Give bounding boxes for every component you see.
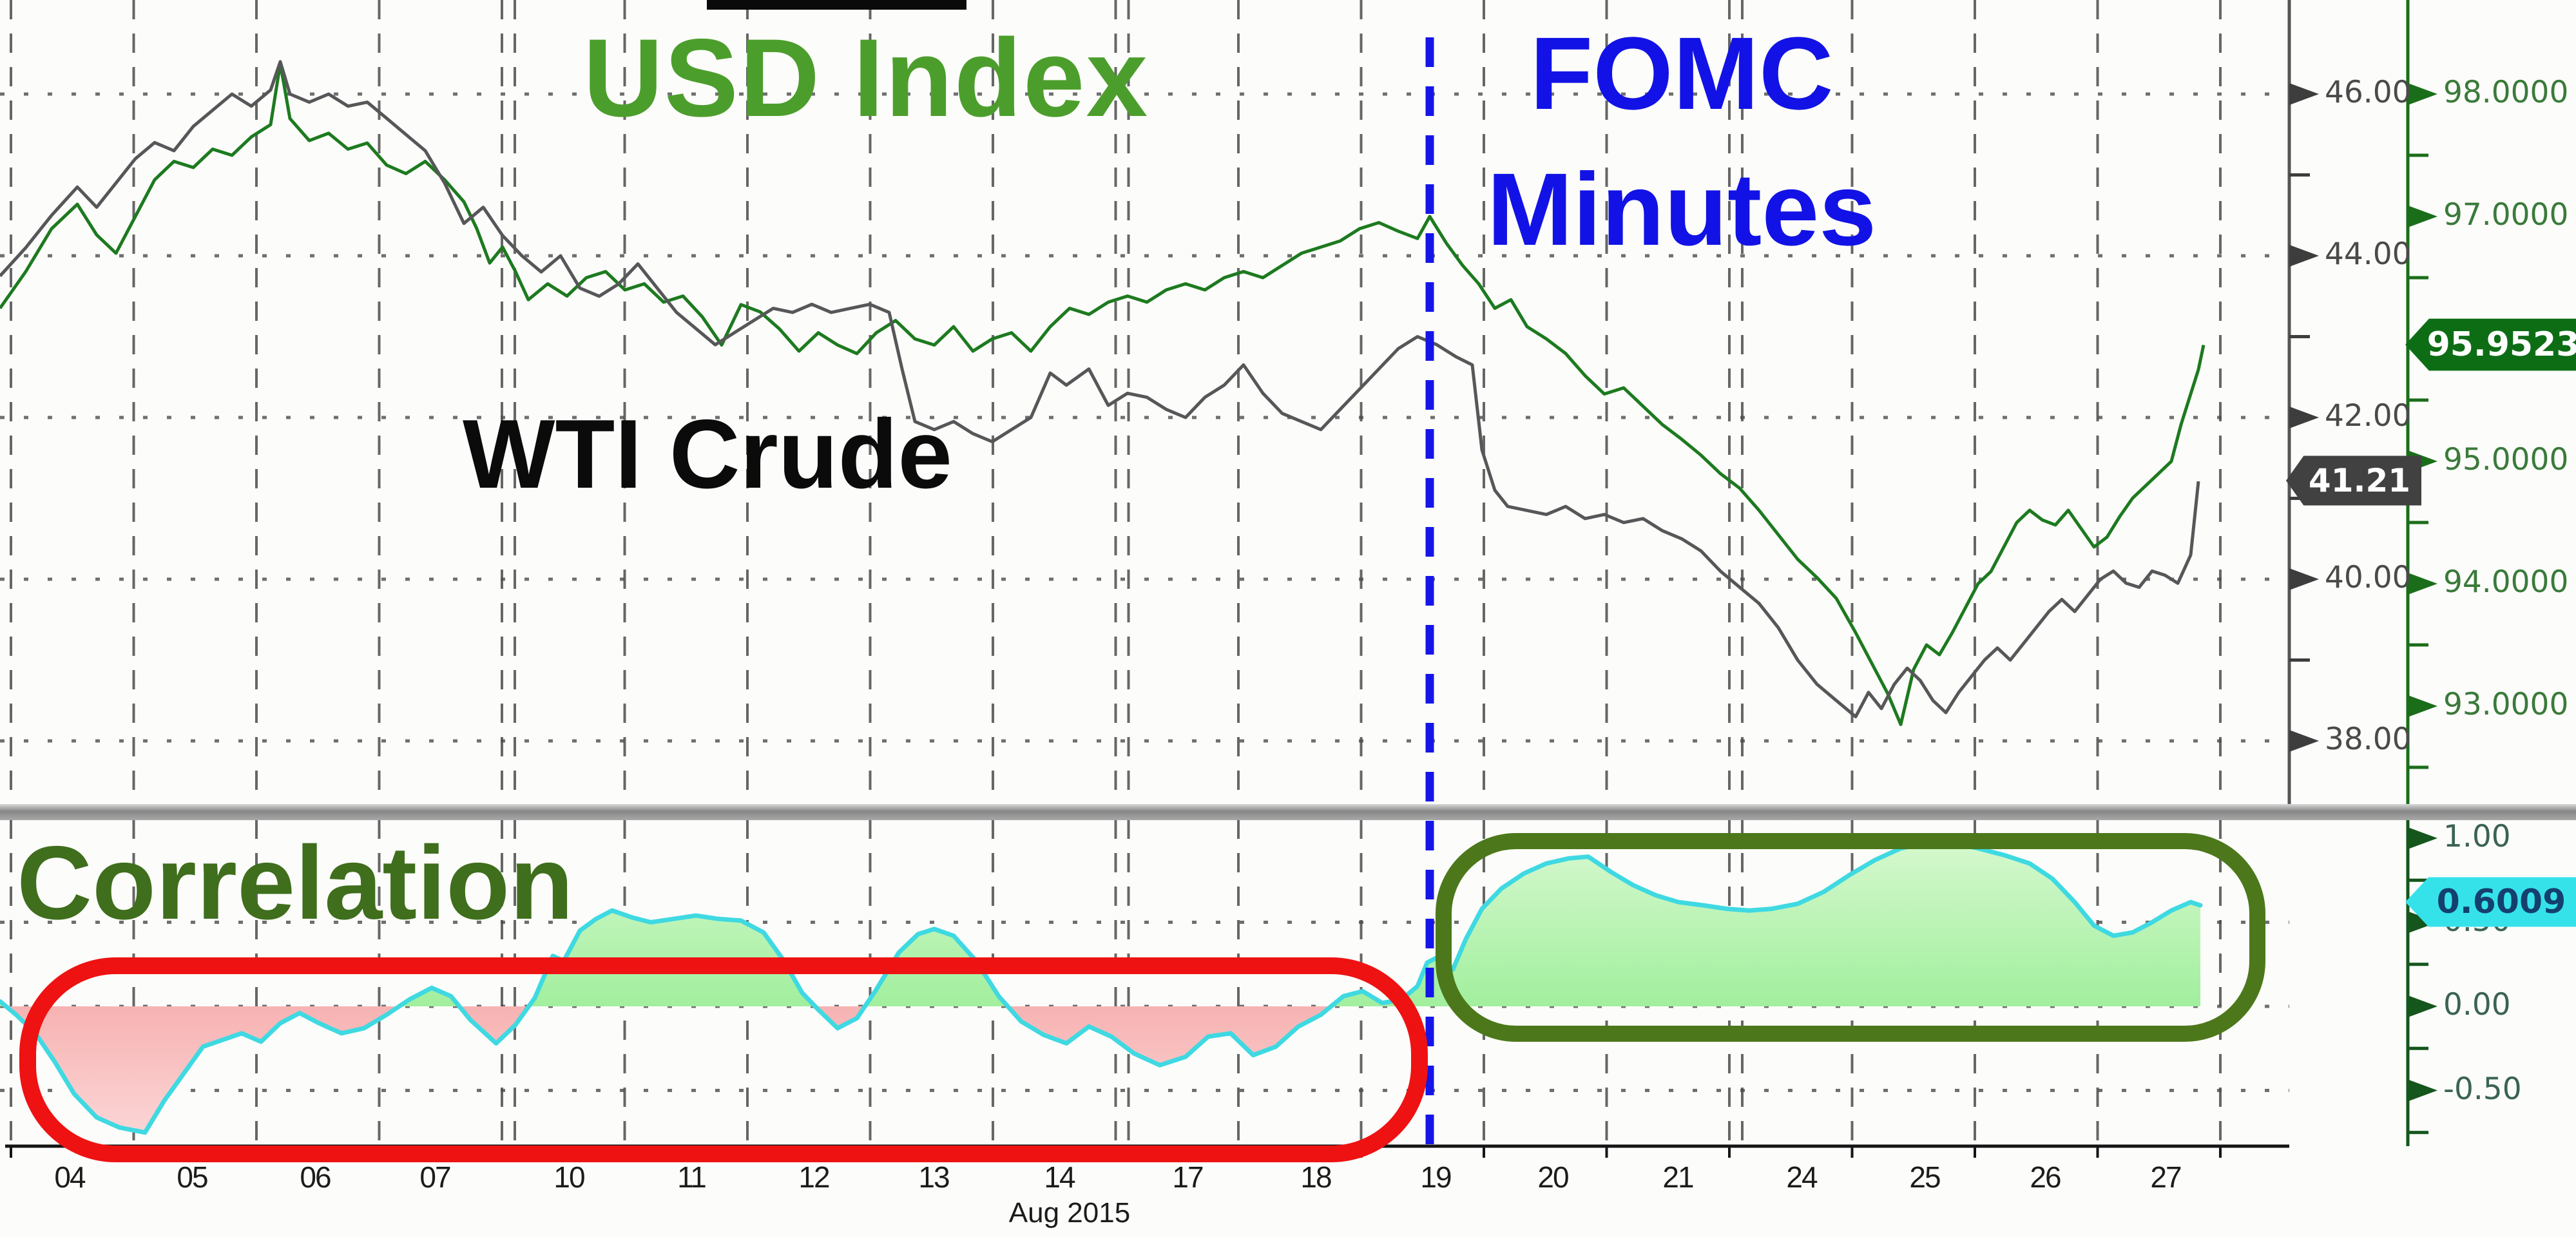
wti-axis-arrow [2289, 83, 2319, 105]
date-axis-label: 27 [2150, 1160, 2182, 1194]
usd-axis-arrow [2408, 206, 2437, 227]
wti-axis-label: 42.00 [2325, 398, 2412, 434]
wti-axis-label: 44.00 [2325, 236, 2412, 272]
date-axis-label: 20 [1537, 1160, 1569, 1194]
correlation-negative-fill [0, 1006, 2200, 1133]
correlation-line [0, 841, 2203, 1135]
date-axis-label: 26 [2030, 1160, 2061, 1194]
usd-axis-arrow [2408, 695, 2437, 717]
usd-axis-label: 98.0000 [2443, 75, 2569, 110]
cropped-annotation-box [707, 0, 966, 10]
correlation-axis-label: 0.00 [2443, 987, 2511, 1022]
fomc-minutes-label-line1: FOMC [1530, 15, 1834, 131]
wti-axis-arrow [2289, 568, 2319, 590]
date-axis-label: 19 [1420, 1160, 1452, 1194]
date-axis-label: 25 [1909, 1160, 1941, 1194]
wti-crude-label: WTI Crude [463, 399, 952, 509]
wti-axis-arrow [2289, 245, 2319, 267]
correlation-axis-label: 1.00 [2443, 819, 2511, 854]
correlation-axis-arrow [2408, 911, 2437, 934]
usd-last-price-badge: 95.9523 [2405, 318, 2576, 371]
correlation-last-value-badge: 0.6009 [2405, 877, 2576, 927]
date-axis-label: 14 [1044, 1160, 1075, 1194]
date-axis-label: 07 [419, 1160, 451, 1194]
date-axis-label: 24 [1786, 1160, 1818, 1194]
fomc-minutes-label: FOMC Minutes [1475, 5, 1888, 277]
usd-axis-arrow [2408, 83, 2437, 105]
usd-axis-arrow [2408, 573, 2437, 595]
date-axis-label: 11 [677, 1160, 707, 1194]
correlation-axis-arrow [2408, 995, 2437, 1017]
correlation-axis-arrow [2408, 1079, 2437, 1102]
wti-axis-arrow [2289, 730, 2319, 752]
month-label: Aug 2015 [1008, 1197, 1131, 1229]
date-axis-label: 04 [54, 1160, 86, 1194]
wti-axis-label: 46.00 [2325, 75, 2412, 110]
negative-correlation-highlight-box [19, 957, 1428, 1162]
date-axis-label: 05 [177, 1160, 208, 1194]
correlation-axis-label: -0.50 [2443, 1071, 2522, 1107]
usd-index-label: USD Index [583, 16, 1149, 140]
usd-axis-label: 93.0000 [2443, 687, 2569, 722]
correlation-label: Correlation [17, 825, 574, 941]
wti-axis-label: 40.00 [2325, 560, 2412, 595]
usd-index-line [0, 62, 2206, 726]
date-axis-label: 13 [918, 1160, 950, 1194]
fomc-minutes-label-line2: Minutes [1486, 151, 1877, 267]
date-axis-label: 10 [553, 1160, 585, 1194]
wti-axis-arrow [2289, 407, 2319, 428]
usd-axis-label: 94.0000 [2443, 564, 2569, 600]
date-axis-label: 18 [1300, 1160, 1332, 1194]
date-axis-label: 12 [798, 1160, 830, 1194]
correlation-axis-arrow [2408, 827, 2437, 849]
panel-separator [0, 804, 2576, 820]
wti-axis-label: 38.00 [2325, 722, 2412, 757]
date-axis-label: 06 [300, 1160, 331, 1194]
usd-axis-label: 95.0000 [2443, 442, 2569, 477]
date-axis-label: 21 [1662, 1160, 1694, 1194]
wti-last-price-badge: 41.21 [2286, 455, 2421, 506]
positive-correlation-highlight-box [1436, 833, 2265, 1042]
date-axis-label: 17 [1172, 1160, 1204, 1194]
wti-crude-line [0, 60, 2200, 718]
usd-axis-label: 97.0000 [2443, 197, 2569, 233]
